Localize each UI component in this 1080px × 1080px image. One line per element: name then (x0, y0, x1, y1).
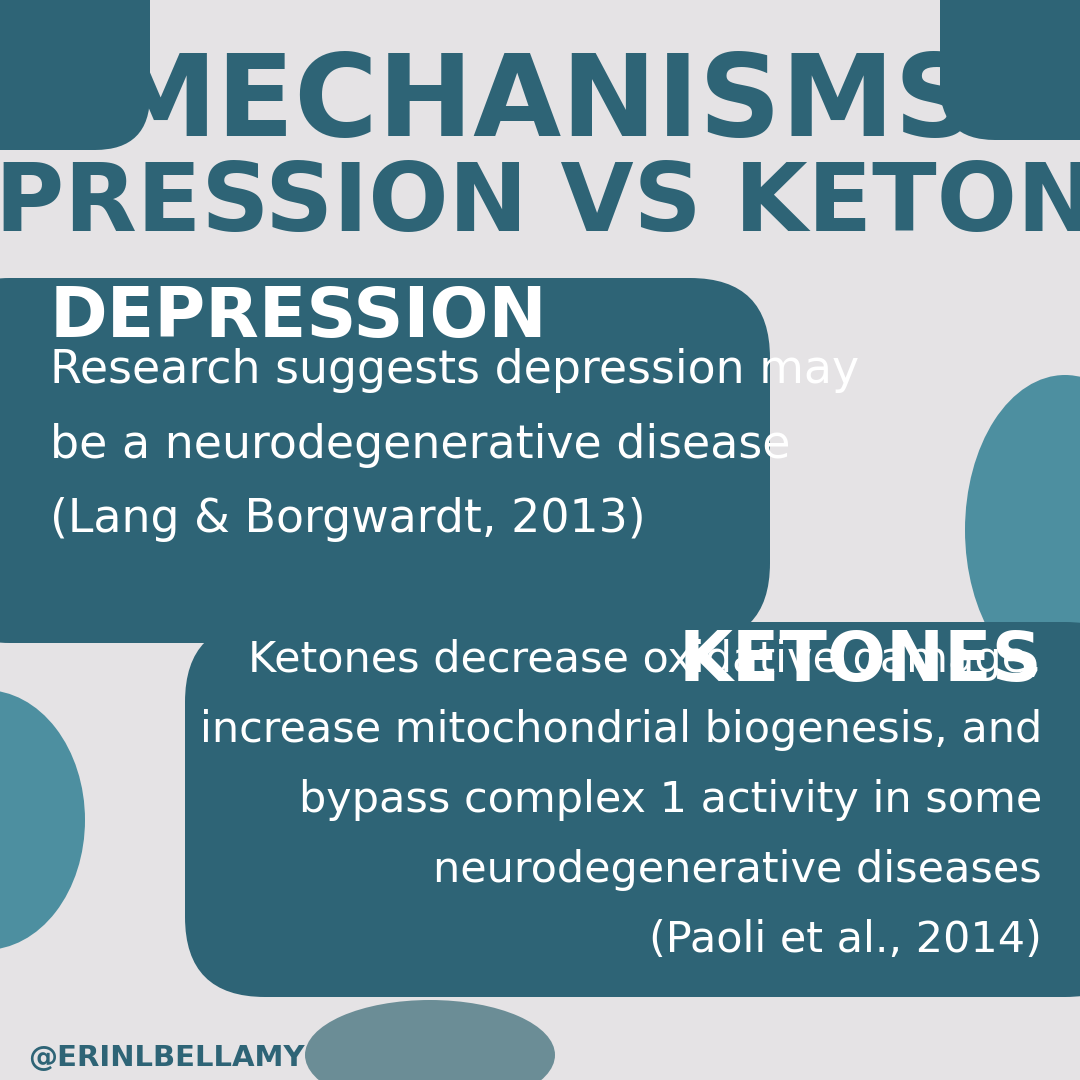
FancyBboxPatch shape (0, 278, 770, 643)
Text: DEPRESSION VS KETONES: DEPRESSION VS KETONES (0, 159, 1080, 251)
Text: MECHANISMS: MECHANISMS (104, 50, 976, 161)
Ellipse shape (305, 1000, 555, 1080)
Text: Research suggests depression may
be a neurodegenerative disease
(Lang & Borgward: Research suggests depression may be a ne… (50, 348, 859, 542)
FancyBboxPatch shape (940, 0, 1080, 140)
Ellipse shape (0, 690, 85, 950)
Text: @ERINLBELLAMY: @ERINLBELLAMY (28, 1044, 305, 1072)
Text: Ketones decrease oxidative damage,
increase mitochondrial biogenesis, and
bypass: Ketones decrease oxidative damage, incre… (200, 639, 1042, 961)
Ellipse shape (966, 375, 1080, 685)
Text: KETONES: KETONES (678, 629, 1042, 696)
FancyBboxPatch shape (185, 622, 1080, 997)
Text: DEPRESSION: DEPRESSION (50, 284, 548, 351)
FancyBboxPatch shape (0, 0, 150, 150)
